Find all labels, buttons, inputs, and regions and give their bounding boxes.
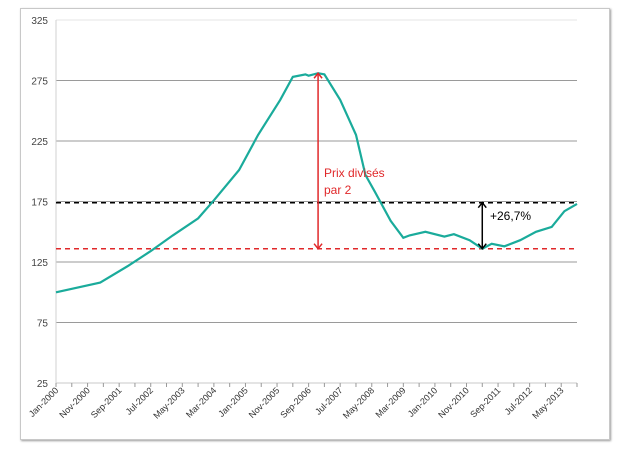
x-tick-label: Nov-2000 xyxy=(57,385,92,420)
arrowhead xyxy=(477,201,487,209)
chart-frame xyxy=(20,8,610,440)
arrowhead xyxy=(477,243,487,250)
y-tick-label: 225 xyxy=(31,137,48,148)
x-tick-label: Sep-2011 xyxy=(468,385,502,419)
x-tick-label: May-2013 xyxy=(530,385,565,420)
y-tick-label: 175 xyxy=(31,198,48,209)
y-tick-label: 75 xyxy=(37,319,49,330)
x-tick-label: Nov-2005 xyxy=(247,385,282,420)
x-tick-label: May-2003 xyxy=(151,385,186,420)
drop-label-line1: Prix divisés xyxy=(324,166,385,180)
x-tick-label: Sep-2001 xyxy=(89,385,124,420)
x-tick-label: Jan-2010 xyxy=(406,385,440,419)
x-tick-label: Jul-2002 xyxy=(124,385,155,416)
y-tick-label: 275 xyxy=(31,77,48,88)
y-tick-label: 325 xyxy=(31,16,48,27)
y-tick-label: 25 xyxy=(37,379,49,390)
x-tick-label: Mar-2004 xyxy=(184,385,218,419)
x-tick-label: Jul-2007 xyxy=(313,385,344,416)
x-tick-label: Mar-2009 xyxy=(373,385,407,419)
x-tick-label: Jan-2005 xyxy=(216,385,250,419)
x-tick-label: May-2008 xyxy=(341,385,376,420)
arrowhead xyxy=(313,243,323,250)
rise-label: +26,7% xyxy=(490,209,531,223)
x-tick-label: Nov-2010 xyxy=(436,385,471,420)
arrowhead xyxy=(313,72,323,79)
x-tick-label: Jan-2000 xyxy=(27,385,61,419)
price-series-line xyxy=(55,72,578,294)
x-tick-label: Jul-2012 xyxy=(503,385,534,416)
drop-label-line2: par 2 xyxy=(324,183,352,197)
x-tick-label: Sep-2006 xyxy=(278,385,313,420)
y-tick-label: 125 xyxy=(31,258,48,269)
